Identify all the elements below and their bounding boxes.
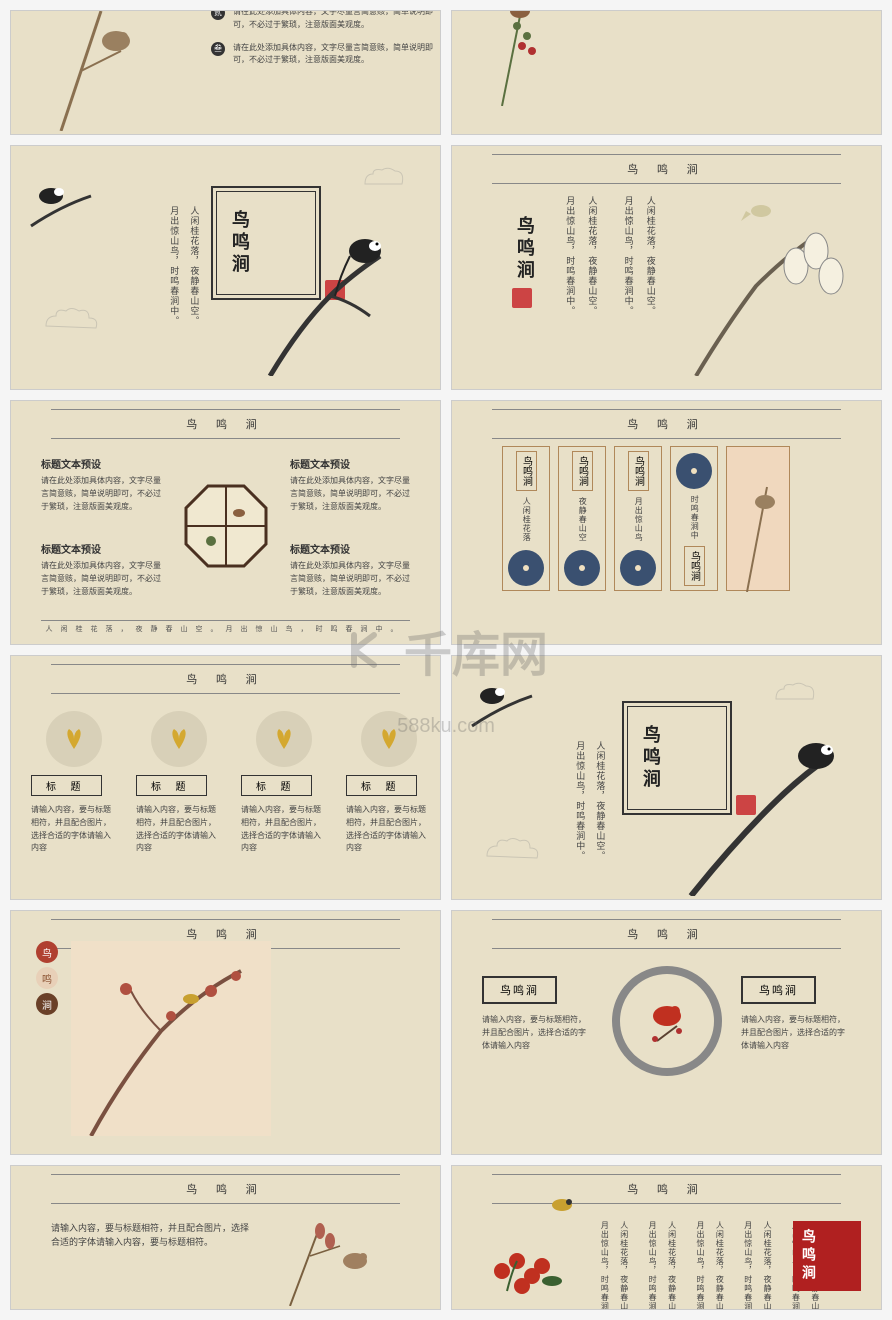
- slide-4-left: 鸟 鸣 涧 标 题 请输入内容，要与标题相符，并且配合图片，选择合适的字体请输入…: [10, 655, 441, 900]
- body-text: 请输入内容，要与标题相符，并且配合图片，选择合适的字体请输入内容，要与标题相符。: [51, 1221, 251, 1250]
- slide-5-left: 鸟 鸣 涧 鸟 鸣 涧 月出惊山鸟，时鸣春涧中。 人闲桂花落，夜静春山空。 月出…: [10, 910, 441, 1155]
- title-v: 鸟鸣涧: [512, 216, 538, 282]
- column-card-image: [726, 446, 790, 591]
- red-title: 鸟鸣涧: [797, 1229, 817, 1283]
- slide-5-right: 鸟 鸣 涧 鸟鸣涧 请输入内容，要与标题相符，并且配合图片，选择合适的字体请输入…: [451, 910, 882, 1155]
- badge-icon: [620, 550, 656, 586]
- slide-6-left: 鸟 鸣 涧 请输入内容，要与标题相符，并且配合图片，选择合适的字体请输入内容，要…: [10, 1165, 441, 1310]
- column-card: 鸟鸣涧 夜静春山空: [558, 446, 606, 591]
- badge-icon: [508, 550, 544, 586]
- poem-v: 人闲桂花落，夜静春山空。: [186, 206, 202, 326]
- slide-4-right: 月出惊山鸟，时鸣春涧中。 人闲桂花落，夜静春山空。 鸟鸣涧: [451, 655, 882, 900]
- ginkgo-icon: [59, 724, 89, 754]
- label-frame: 鸟鸣涧: [482, 976, 557, 1004]
- column-card: 时鸣春涧中 鸟鸣涧: [670, 446, 718, 591]
- slide-1-right: 月出惊山鸟，时鸣春涧中。 人闲桂花落，夜静春山空。 月出惊山鸟，时鸣春涧中。 人…: [451, 10, 882, 135]
- column-card: 鸟鸣涧 月出惊山鸟: [614, 446, 662, 591]
- ginkgo-item: 标 题 请输入内容，要与标题相符，并且配合图片，选择合适的字体请输入内容: [346, 711, 431, 855]
- slide-2-left: 月出惊山鸟，时鸣春涧中。 人闲桂花落，夜静春山空。 鸟鸣涧: [10, 145, 441, 390]
- plate-illustration: [612, 966, 722, 1076]
- label-frame: 鸟鸣涧: [741, 976, 816, 1004]
- placeholder-2: 请在此处添加具体内容，文字尽量言简意赅，简单说明即可，不必过于繁琐，注意版面美观…: [233, 42, 433, 68]
- slide-header: 鸟 鸣 涧: [51, 409, 400, 439]
- ginkgo-icon: [374, 724, 404, 754]
- slide-3-right: 鸟 鸣 涧 鸟鸣涧 人闲桂花落 鸟鸣涧 夜静春山空 鸟鸣涧 月出惊山鸟: [451, 400, 882, 645]
- slide-6-right: 鸟 鸣 涧 月出惊山鸟，时鸣春涧中。 人闲桂花落，夜静春山空。 月出惊山鸟，时鸣…: [451, 1165, 882, 1310]
- slide-header: 鸟 鸣 涧: [492, 154, 841, 184]
- ginkgo-item: 标 题 请输入内容，要与标题相符，并且配合图片，选择合适的字体请输入内容: [31, 711, 116, 855]
- char-circle: 鸟: [36, 941, 58, 963]
- poem-v: 月出惊山鸟，时鸣春涧中。: [166, 206, 182, 326]
- column-card: 鸟鸣涧 人闲桂花落: [502, 446, 550, 591]
- placeholder-1: 请在此处添加具体内容，文字尽量言简意赅，简单说明即可，不必过于繁琐，注意版面美观…: [233, 10, 433, 32]
- preset-title: 标题文本预设: [41, 456, 161, 471]
- octagon-window-icon: [181, 481, 271, 571]
- slide-3-left: 鸟 鸣 涧 标题文本预设 请在此处添加具体内容，文字尽量言简意赅，简单说明即可，…: [10, 400, 441, 645]
- slide-2-right: 鸟 鸣 涧 鸟鸣涧 月出惊山鸟，时鸣春涧中。 人闲桂花落，夜静春山空。 月出惊山…: [451, 145, 882, 390]
- badge-icon: [676, 453, 712, 489]
- ginkgo-icon: [164, 724, 194, 754]
- ginkgo-item: 标 题 请输入内容，要与标题相符，并且配合图片，选择合适的字体请输入内容: [241, 711, 326, 855]
- badge-icon: [564, 550, 600, 586]
- footer-poem: 人闲桂花落，夜静春山空。月出惊山鸟，时鸣春涧中。: [41, 620, 410, 634]
- ginkgo-item: 标 题 请输入内容，要与标题相符，并且配合图片，选择合适的字体请输入内容: [136, 711, 221, 855]
- flower-cluster-icon: [472, 1221, 592, 1310]
- seal-icon: [512, 288, 532, 308]
- slide-1-left: 贰 请在此处添加具体内容，文字尽量言简意赅，简单说明即可，不必过于繁琐，注意版面…: [10, 10, 441, 135]
- ginkgo-icon: [269, 724, 299, 754]
